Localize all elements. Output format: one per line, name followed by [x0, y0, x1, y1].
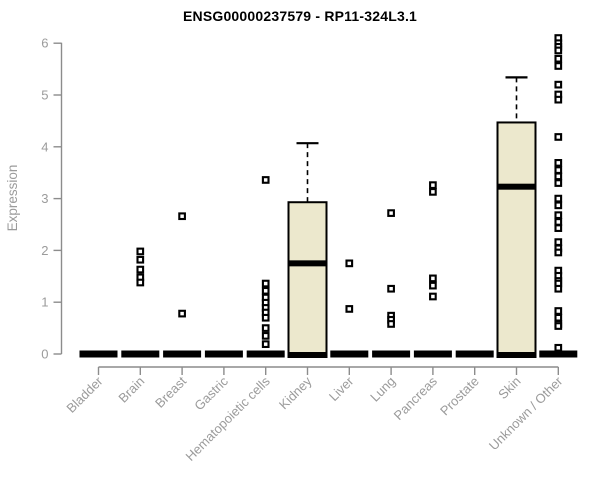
y-tick-label: 6 [41, 36, 48, 51]
y-tick-label: 5 [41, 88, 48, 103]
y-tick-label: 2 [41, 243, 48, 258]
median-kidney [288, 260, 327, 267]
outlier-point [345, 259, 354, 268]
outlier-point [136, 278, 145, 287]
box-hematopoietic-cells [246, 350, 285, 358]
outlier-point [178, 212, 186, 221]
outlier-point [261, 340, 270, 349]
outlier-point [261, 313, 270, 322]
outlier-point [554, 201, 563, 210]
y-tick-label: 3 [41, 191, 48, 206]
median-skin [497, 183, 536, 190]
outlier-point [136, 247, 145, 256]
outlier-point [261, 324, 270, 332]
outlier-point [554, 166, 563, 174]
outlier-point [261, 286, 270, 295]
x-tick-label: Brain [115, 374, 147, 406]
outlier-point [429, 274, 437, 283]
box-pancreas [413, 350, 452, 358]
box-lung [372, 350, 411, 358]
x-tick-label: Bladder [63, 373, 106, 416]
outlier-point [136, 265, 145, 274]
y-axis-label: Expression [5, 165, 20, 232]
box-unknown-other [539, 350, 578, 358]
outlier-point [554, 54, 563, 63]
outlier-point [136, 255, 145, 264]
x-tick-label: Skin [495, 374, 523, 402]
outlier-point [554, 218, 563, 226]
outlier-point [429, 281, 437, 290]
outlier-point [429, 188, 437, 196]
outlier-point [554, 179, 563, 187]
outlier-point [554, 238, 563, 246]
outlier-point [554, 322, 563, 330]
outlier-point [554, 194, 563, 203]
outlier-point [178, 309, 186, 318]
outlier-point [554, 284, 563, 293]
x-tick-label: Pancreas [391, 373, 441, 423]
outlier-point [554, 95, 563, 104]
outlier-point [261, 176, 270, 184]
outlier-point [387, 284, 395, 293]
box-gastric [204, 350, 243, 358]
chart-title: ENSG00000237579 - RP11-324L3.1 [182, 8, 418, 24]
box-kidney [287, 201, 328, 358]
outlier-point [554, 46, 563, 55]
box-bottom-skin [497, 352, 536, 358]
outlier-point [554, 159, 563, 167]
x-tick-label: Unknown / Other [486, 373, 566, 453]
x-tick-label: Breast [152, 373, 189, 410]
x-tick-label: Lung [367, 374, 398, 405]
outlier-point [387, 320, 395, 328]
x-tick-label: Gastric [191, 373, 231, 413]
x-tick-label: Prostate [437, 374, 482, 419]
outlier-point [554, 248, 563, 257]
outlier-point [554, 172, 563, 181]
outlier-point [554, 211, 563, 220]
outlier-point [554, 133, 563, 141]
outlier-point [554, 343, 563, 352]
outlier-point [554, 313, 563, 322]
outlier-point [554, 62, 563, 70]
box-prostate [455, 350, 494, 358]
outlier-point [429, 181, 437, 189]
box-skin [496, 121, 537, 359]
box-bottom-kidney [288, 352, 327, 358]
y-tick-label: 0 [41, 347, 48, 362]
outlier-point [387, 209, 395, 217]
outlier-point [261, 332, 270, 340]
x-tick-label: Kidney [276, 373, 315, 412]
outlier-point [554, 224, 563, 232]
box-bladder [79, 350, 118, 358]
box-liver [330, 350, 369, 358]
x-tick-label: Liver [326, 373, 357, 404]
outlier-point [261, 279, 270, 288]
outlier-point [554, 307, 563, 315]
box-brain [121, 350, 160, 358]
outlier-point [345, 305, 354, 313]
outlier-point [554, 80, 563, 89]
outlier-point [429, 292, 437, 301]
y-tick-label: 4 [41, 139, 48, 154]
box-breast [163, 350, 202, 358]
y-tick-label: 1 [41, 295, 48, 310]
